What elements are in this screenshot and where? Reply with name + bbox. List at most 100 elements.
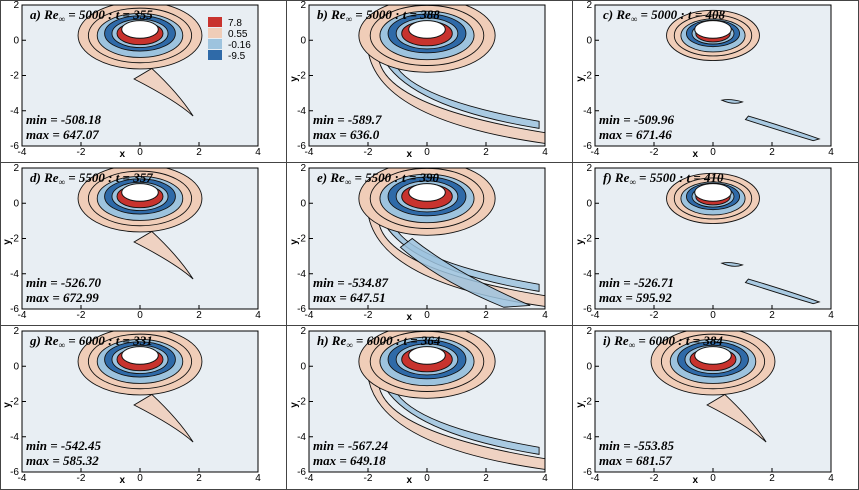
x-tick-label: 4 [542,310,548,321]
vorticity-field [358,331,545,470]
x-tick-label: 0 [710,147,716,158]
y-tick-label: -4 [583,106,592,117]
min-value: min = -534.87 [313,275,388,290]
cylinder-body [694,346,732,365]
legend-swatch [208,17,222,27]
x-tick-label: -4 [18,310,27,321]
x-tick-label: 2 [196,147,202,158]
y-tick-label: -4 [297,106,306,117]
x-tick-label: 0 [424,310,430,321]
max-value: max = 671.46 [599,127,672,142]
vorticity-field [666,9,821,142]
y-tick-label: -4 [10,269,19,280]
wake-tail [382,53,540,129]
title-rest: = 5000 : t = 408 [637,7,725,22]
max-value: max = 649.18 [313,453,386,468]
panel-title: b) Re∞ = 5000 : t = 388 [317,7,440,24]
legend-swatch [208,50,222,60]
title-prefix: f) Re [603,170,630,185]
x-tick-label: 0 [424,473,430,484]
y-tick-label: -2 [583,234,592,245]
wake-tail [720,262,744,267]
y-tick-label: 2 [13,326,19,337]
title-rest: = 5000 : t = 355 [65,7,153,22]
y-tick-label: 0 [13,35,19,46]
y-tick-label: -6 [583,467,592,478]
title-rest: = 6000 : t = 364 [353,333,441,348]
y-tick-label: 2 [300,163,306,174]
wake-tail [744,115,821,142]
x-tick-label: -4 [305,310,314,321]
x-tick-label: 4 [828,310,834,321]
x-tick-label: -2 [77,310,86,321]
title-prefix: c) Re [603,7,631,22]
vorticity-field [650,331,776,443]
title-subscript: ∞ [346,340,352,350]
wake-tail [367,205,545,307]
panel-f: -4 -2 0 2 420-2-4-6yf) Re∞ = 5500 : t = 410m… [575,163,834,321]
y-tick-label: 2 [13,0,19,11]
cylinder-body [408,183,446,202]
min-value: min = -508.18 [26,112,101,127]
title-subscript: ∞ [59,340,65,350]
cylinder-body [694,183,732,202]
legend-label: 7.8 [228,18,242,29]
x-axis-label: x [407,312,413,323]
x-tick-label: 0 [137,310,143,321]
y-tick-label: 2 [586,0,592,11]
x-tick-label: 4 [828,473,834,484]
y-tick-label: -4 [10,106,19,117]
title-subscript: ∞ [629,177,635,187]
x-tick-label: -4 [591,310,600,321]
y-tick-label: 0 [586,198,592,209]
title-rest: = 5500 : t = 410 [636,170,724,185]
title-prefix: b) Re [317,7,346,22]
y-tick-label: 0 [586,361,592,372]
panel-title: c) Re∞ = 5000 : t = 408 [603,7,725,24]
x-tick-label: -4 [591,147,600,158]
wake-tail [382,379,540,455]
y-tick-label: -2 [297,71,306,82]
wake-tail [720,99,744,104]
x-tick-label: 2 [196,473,202,484]
y-tick-label: -2 [297,397,306,408]
x-tick-label: -2 [77,147,86,158]
panel-a: -4 -2 0 2 420-2-4-6xa) Re∞ = 5000 : t = 355m… [10,0,261,160]
x-tick-label: 0 [710,310,716,321]
min-value: min = -553.85 [599,438,674,453]
y-tick-label: 2 [300,0,306,11]
legend-swatch [208,39,222,49]
title-subscript: ∞ [59,14,65,24]
panel-title: d) Re∞ = 5500 : t = 357 [30,170,153,187]
x-tick-label: 2 [769,473,775,484]
y-tick-label: 0 [586,35,592,46]
min-value: min = -542.45 [26,438,101,453]
y-tick-label: -6 [297,141,306,152]
x-tick-label: -4 [305,473,314,484]
vorticity-field [77,331,203,443]
x-axis-label: x [120,475,126,486]
vorticity-field [77,168,203,280]
y-tick-label: 0 [13,198,19,209]
y-tick-label: 2 [586,326,592,337]
panel-title: i) Re∞ = 6000 : t = 384 [603,333,723,350]
title-rest: = 6000 : t = 384 [635,333,723,348]
cylinder-body [121,183,159,202]
title-prefix: d) Re [30,170,59,185]
x-tick-label: -2 [77,473,86,484]
max-value: max = 672.99 [26,290,99,305]
cylinder-body [694,20,732,39]
panel-title: g) Re∞ = 6000 : t = 331 [29,333,153,350]
cylinder-body [408,20,446,39]
x-axis-label: x [407,149,413,160]
title-subscript: ∞ [345,177,351,187]
y-tick-label: -6 [10,467,19,478]
min-value: min = -589.7 [313,112,382,127]
x-tick-label: 2 [483,473,489,484]
